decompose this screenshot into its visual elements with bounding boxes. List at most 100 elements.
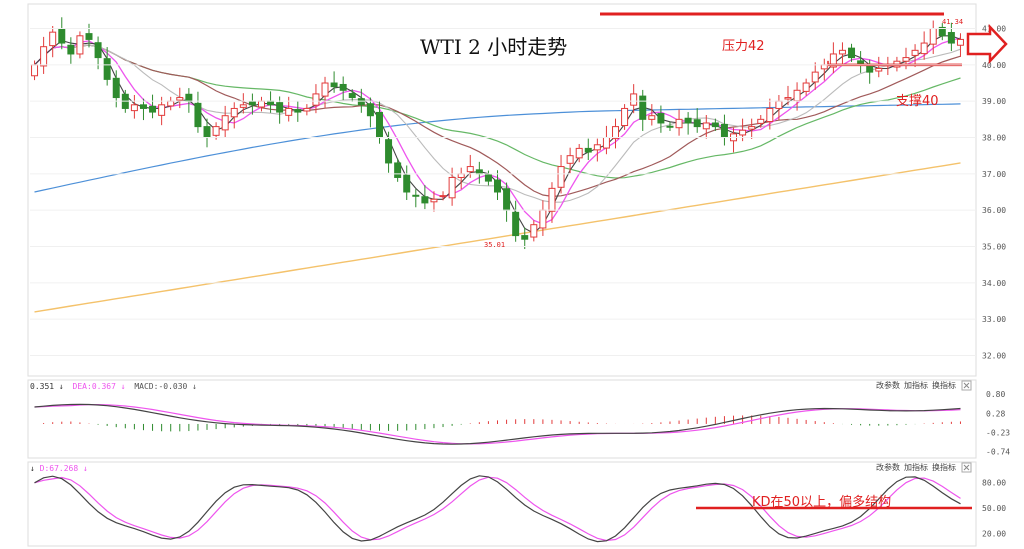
candle-body — [820, 64, 828, 70]
candle-body — [348, 93, 356, 99]
macd-tick-label: 0.80 — [986, 390, 1005, 399]
candle-body — [575, 147, 583, 159]
macd-button-params[interactable]: 改参数 — [876, 380, 900, 390]
macd-button-add-indicator[interactable]: 加指标 — [904, 380, 928, 390]
candle-body — [430, 198, 438, 203]
candle-body — [158, 104, 166, 116]
resistance-label: 压力42 — [722, 39, 765, 54]
candle-body — [330, 82, 338, 88]
candle-body — [366, 103, 374, 117]
candle-body — [711, 122, 719, 128]
candle-body — [58, 28, 66, 44]
macd-plot: 0.80 0.28 -0.23 -0.74 — [34, 390, 1010, 457]
kd-d-line — [34, 476, 961, 542]
candle-body — [793, 89, 801, 102]
candle-body — [31, 64, 39, 77]
kd-annotation: KD在50以上，偏多结构 — [752, 494, 891, 510]
candle-body — [103, 58, 111, 80]
candle-body — [548, 187, 556, 212]
price-tick-label: 33.00 — [982, 315, 1006, 324]
candle-body — [648, 115, 656, 120]
candle-body — [85, 33, 93, 40]
kd-tick-label: 20.00 — [982, 530, 1006, 539]
candle-body — [176, 97, 184, 101]
candle-body — [720, 123, 728, 139]
kd-button-params[interactable]: 改参数 — [876, 462, 900, 472]
kd-plot: 80.00 50.00 20.00 — [34, 475, 1006, 543]
candle-body — [49, 31, 57, 47]
candle-body — [866, 65, 874, 73]
macd-panel-frame — [27, 379, 977, 459]
candle-body — [684, 117, 692, 124]
candle-body — [584, 147, 592, 153]
ma120-line — [34, 103, 961, 193]
macd-dif-line — [34, 403, 961, 445]
candle-body — [566, 155, 574, 164]
kd-button-switch-indicator[interactable]: 换指标 — [932, 462, 956, 472]
price-tick-label: 38.00 — [982, 134, 1006, 143]
ma40-line — [34, 44, 961, 198]
chart-title: WTI 2 小时走势 — [420, 35, 567, 59]
candle-body — [312, 93, 320, 106]
candle-body — [947, 32, 955, 44]
macd-tick-label: -0.23 — [986, 429, 1010, 438]
candle-body — [938, 26, 946, 37]
low-price-label: 35.01 — [484, 241, 505, 249]
price-tick-label: 40.00 — [982, 61, 1006, 70]
candle-body — [403, 174, 411, 193]
candle-body — [212, 126, 220, 136]
candle-body — [40, 46, 48, 67]
candle-body — [375, 111, 383, 139]
candle-body — [439, 195, 447, 198]
candle-body — [248, 101, 256, 106]
candle-body — [929, 28, 937, 45]
kd-tick-label: 80.00 — [982, 479, 1006, 488]
candle-body — [194, 102, 202, 128]
candle-body — [666, 125, 674, 128]
candle-body — [602, 137, 610, 149]
support-label: 支撑40 — [896, 94, 939, 109]
candle-body — [766, 107, 774, 123]
candle-body — [221, 115, 229, 131]
candle-body — [675, 118, 683, 129]
candle-body — [412, 194, 420, 197]
candle-body — [466, 166, 474, 173]
macd-close-icon[interactable] — [961, 380, 972, 391]
candle-body — [457, 173, 465, 178]
candle-body — [448, 176, 456, 199]
candle-body — [639, 95, 647, 120]
kd-close-icon[interactable] — [961, 462, 972, 473]
kd-panel-frame — [27, 461, 977, 547]
macd-tick-label: 0.28 — [986, 409, 1005, 418]
high-price-label: 41.34 — [942, 18, 963, 26]
candle-body — [94, 42, 102, 59]
candle-body — [748, 126, 756, 130]
candle-body — [693, 119, 701, 128]
macd-tick-label: -0.74 — [986, 448, 1010, 457]
candle-body — [530, 224, 538, 238]
candle-body — [838, 49, 846, 55]
candle-body — [503, 188, 511, 211]
candle-body — [848, 47, 856, 59]
candle-body — [702, 122, 710, 130]
macd-button-switch-indicator[interactable]: 换指标 — [932, 380, 956, 390]
candle-body — [593, 144, 601, 151]
price-tick-label: 32.00 — [982, 351, 1006, 360]
candle-body — [239, 104, 247, 108]
right-arrow-icon — [966, 23, 1008, 65]
price-axis: 41.00 40.00 39.00 38.00 37.00 36.00 35.00 34.00… — [30, 25, 1006, 360]
candle-body — [784, 97, 792, 100]
kd-button-add-indicator[interactable]: 加指标 — [904, 462, 928, 472]
candle-body — [167, 100, 175, 107]
candle-body — [875, 67, 883, 72]
candle-body — [612, 126, 620, 140]
candle-body — [139, 104, 147, 109]
candle-body — [421, 196, 429, 204]
candle-body — [802, 82, 810, 92]
candle-body — [339, 83, 347, 91]
candle-body — [829, 53, 837, 68]
kd-k-line — [34, 475, 961, 543]
candle-body — [112, 77, 120, 99]
main-price-plot — [31, 12, 964, 313]
